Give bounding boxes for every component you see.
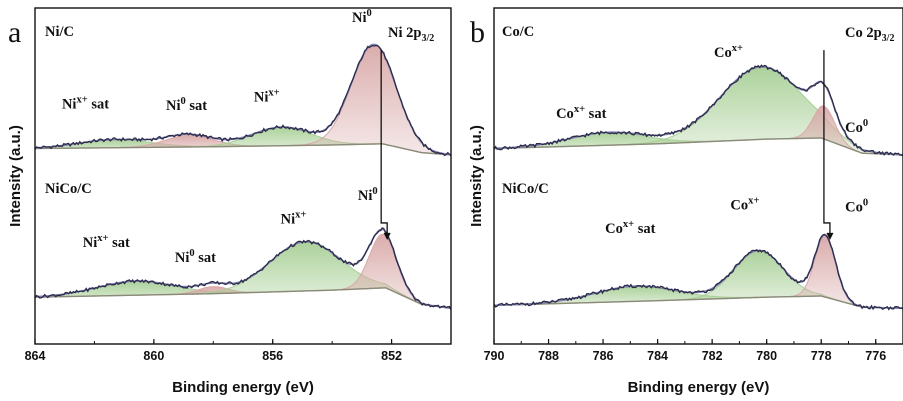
annotation-superscript: 0 [189, 248, 194, 259]
peak-annotation: Cox+ sat [556, 104, 606, 122]
panel-letter: b [470, 16, 485, 49]
sample-label: Co/C [502, 24, 534, 40]
annotation-superscript: x+ [574, 104, 585, 115]
title-subscript: 3/2 [882, 33, 895, 44]
title-subscript: 3/2 [421, 33, 434, 44]
x-tick-label: 864 [25, 349, 46, 363]
background-line [494, 295, 903, 309]
sample-label: NiCo/C [502, 181, 549, 197]
annotation-main: Ni [358, 188, 373, 204]
annotation-main: Co [845, 200, 863, 216]
x-tick-label: 786 [593, 349, 614, 363]
title-main: Co 2p [845, 25, 882, 41]
sample-label: NiCo/C [45, 181, 92, 197]
annotation-superscript: x+ [623, 219, 634, 230]
annotation-superscript: x+ [76, 95, 87, 106]
peak-annotation: Co0 [845, 198, 868, 216]
spectrum-region-title: Co 2p3/2 [845, 25, 894, 44]
peak-annotation: Cox+ [730, 195, 759, 213]
x-axis-title: Binding energy (eV) [628, 379, 770, 396]
peak-annotation: Ni0 sat [166, 96, 207, 114]
annotation-tail: sat [634, 221, 656, 237]
annotation-main: Co [845, 120, 863, 136]
peak-annotation: Nix+ sat [62, 95, 109, 113]
annotation-main: Ni [83, 235, 98, 251]
annotation-superscript: x+ [97, 233, 108, 244]
x-axis-title: Binding energy (eV) [172, 379, 314, 396]
annotation-main: Co [556, 106, 574, 122]
annotation-superscript: x+ [295, 209, 306, 220]
y-axis-title: Intensity (a.u.) [468, 125, 485, 227]
peak-annotation: Nix+ [281, 209, 307, 227]
peak-annotation: Ni0 [358, 186, 378, 204]
x-tick-label: 852 [381, 349, 402, 363]
annotation-superscript: 0 [366, 8, 371, 19]
peak-annotation: Co0 [845, 118, 868, 136]
raw-data-line [494, 64, 903, 157]
peak-annotation: Ni0 sat [175, 248, 216, 266]
background-line [35, 287, 451, 309]
raw-data-line [35, 227, 451, 310]
annotation-main: Ni [281, 211, 296, 227]
peak-annotation: Nix+ [254, 88, 280, 106]
annotation-main: Ni [62, 97, 77, 113]
arrow-head [383, 232, 391, 241]
annotation-tail: sat [109, 235, 131, 251]
annotation-superscript: 0 [863, 118, 868, 129]
annotation-main: Ni [166, 98, 181, 114]
peak-annotation: Ni0 [352, 8, 372, 26]
peak-shift-bracket [823, 50, 831, 237]
annotation-superscript: x+ [268, 88, 279, 99]
x-tick-label: 860 [143, 349, 164, 363]
annotation-main: Ni [175, 250, 190, 266]
plot-area [35, 43, 451, 310]
raw-data-line [494, 233, 903, 311]
component-peak-ni0 [35, 233, 451, 309]
peak-annotation: Nix+ sat [83, 233, 130, 251]
annotation-main: Co [605, 221, 623, 237]
annotation-tail: sat [585, 106, 607, 122]
spectrum-region-title: Ni 2p3/2 [388, 25, 434, 44]
annotation-superscript: 0 [372, 186, 377, 197]
annotation-tail: sat [186, 98, 208, 114]
x-tick-label: 780 [756, 349, 777, 363]
plot-frame [34, 7, 452, 345]
x-tick-label: 788 [538, 349, 559, 363]
panel-letter: a [8, 16, 21, 49]
sample-label: Ni/C [45, 24, 74, 40]
annotation-superscript: 0 [863, 198, 868, 209]
x-tick-label: 782 [702, 349, 723, 363]
x-tick-label: 790 [484, 349, 505, 363]
x-tick-label: 778 [811, 349, 832, 363]
annotation-superscript: x+ [732, 43, 743, 54]
peak-shift-bracket [380, 50, 388, 237]
annotation-tail: sat [88, 97, 110, 113]
annotation-superscript: 0 [180, 96, 185, 107]
annotation-main: Ni [352, 10, 367, 26]
background-line [494, 137, 903, 156]
x-tick-label: 856 [262, 349, 283, 363]
arrow-head [826, 232, 834, 241]
y-axis-title: Intensity (a.u.) [7, 125, 24, 227]
annotation-main: Ni [254, 90, 269, 106]
annotation-superscript: x+ [748, 195, 759, 206]
annotation-tail: sat [195, 250, 217, 266]
peak-annotation: Cox+ sat [605, 219, 655, 237]
plot-area [494, 64, 903, 311]
plot-frame [493, 7, 903, 345]
peak-annotation: Cox+ [714, 43, 743, 61]
x-tick-label: 784 [647, 349, 668, 363]
annotation-main: Co [714, 45, 732, 61]
annotation-main: Co [730, 197, 748, 213]
x-tick-label: 776 [865, 349, 886, 363]
title-main: Ni 2p [388, 25, 421, 41]
